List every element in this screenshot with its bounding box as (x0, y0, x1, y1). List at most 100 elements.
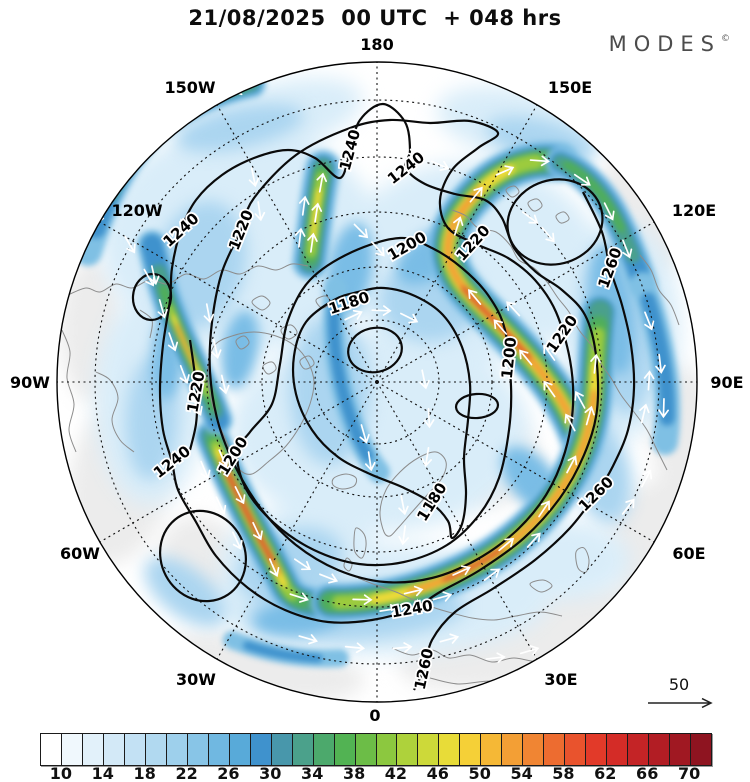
colorbar-cell-1 (61, 734, 83, 765)
coastline (262, 361, 277, 375)
coastline (331, 473, 358, 490)
lon-label-e90: 90E (710, 373, 743, 392)
jet-band-layer-4 (210, 434, 324, 606)
map-boundary-circle (56, 61, 698, 703)
height-contour (413, 191, 636, 691)
coastline (353, 527, 367, 559)
colorbar-tick-label: 22 (175, 764, 198, 782)
jet-streaks (74, 70, 681, 668)
coastline (299, 355, 315, 370)
height-contour (158, 102, 600, 624)
colorbar-tick-label: 38 (342, 764, 366, 782)
colorbar-cell-16 (376, 734, 398, 765)
lon-label-e120: 120E (672, 201, 716, 220)
height-contour (291, 286, 472, 540)
colorbar-tick-label: 30 (259, 764, 282, 782)
colorbar-cell-3 (103, 734, 125, 765)
coastline (235, 335, 250, 350)
coastlines (61, 185, 680, 688)
meridian-line (376, 381, 538, 660)
colorbar-cell-5 (145, 734, 167, 765)
height-contours (131, 102, 636, 691)
jet-band-layer-7 (150, 243, 220, 422)
colorbar-cell-27 (607, 734, 629, 765)
coastline (575, 547, 590, 573)
jet-band-layer-2 (555, 157, 648, 290)
colorbar-tick-label: 54 (510, 764, 533, 782)
height-contour-closed (454, 392, 500, 420)
colorbar-cell-4 (124, 734, 146, 765)
coastline (357, 577, 563, 621)
modes-logo-mark: © (721, 34, 730, 44)
lon-label-w60: 60W (60, 544, 100, 563)
colorbar-cell-23 (523, 734, 545, 765)
colorbar-cell-11 (271, 734, 293, 765)
lon-label-w90: 90W (10, 373, 50, 392)
coastline (639, 254, 680, 326)
colorbar-ticks: 10 14 18 22 26 30 34 38 42 46 50 54 58 62 66 70 (40, 764, 712, 782)
coastline (67, 263, 309, 296)
colorbar-cell-0 (41, 734, 62, 765)
colorbar-tick-label: 18 (133, 764, 156, 782)
colorbar-tick-label: 70 (677, 764, 701, 782)
lon-label-w120: 120W (111, 201, 162, 220)
latitude-circle (151, 156, 603, 608)
coastline (95, 371, 135, 453)
colorbar-tick-label: 58 (552, 764, 575, 782)
colorbar-cell-25 (565, 734, 587, 765)
colorbar (40, 733, 712, 766)
meridian-line (376, 104, 538, 383)
meridian-line (376, 381, 655, 543)
modes-logo: MODES© (609, 32, 730, 56)
map-clip-group (57, 62, 697, 702)
colorbar-tick-label: 14 (91, 764, 114, 782)
lon-label-e30: 30E (544, 670, 577, 689)
height-contour (235, 236, 513, 567)
colorbar-tick-label: 46 (426, 764, 449, 782)
colorbar-tick-label: 42 (384, 764, 408, 782)
colorbar-cell-19 (439, 734, 461, 765)
colorbar-cell-26 (586, 734, 608, 765)
height-contour (188, 339, 199, 451)
lon-label-e60: 60E (672, 544, 705, 563)
height-contour (208, 118, 575, 584)
colorbar-cell-7 (187, 734, 209, 765)
lon-label-w30: 30W (176, 670, 216, 689)
jet-band-layer-3 (635, 277, 675, 450)
colorbar-tick-label: 62 (594, 764, 617, 782)
colorbar-cell-10 (250, 734, 272, 765)
colorbar-cell-17 (397, 734, 419, 765)
latitude-circle (261, 266, 493, 498)
coastline (505, 185, 520, 198)
meridian-line (216, 104, 378, 383)
colorbar-cell-15 (355, 734, 377, 765)
meridian-line (376, 221, 655, 383)
lon-label-deg180: 180 (360, 35, 393, 54)
colorbar-cell-13 (313, 734, 335, 765)
chart-title: 21/08/2025 00 UTC + 048 hrs (188, 6, 562, 30)
colorbar-cell-20 (460, 734, 482, 765)
shading-blob (220, 310, 260, 390)
coastline (529, 579, 553, 593)
meridian-line (216, 381, 378, 660)
coastline (555, 211, 570, 224)
colorbar-cell-9 (229, 734, 251, 765)
coastline (61, 329, 77, 453)
modes-logo-text: MODES (608, 32, 721, 56)
colorbar-cell-12 (292, 734, 314, 765)
colorbar-tick-label: 10 (49, 764, 73, 782)
coastline (251, 295, 271, 311)
shading-blob (230, 332, 530, 532)
jet-band-layer-5 (327, 309, 603, 606)
coastline (451, 209, 668, 471)
reference-vector-label: 50 (669, 675, 689, 694)
reference-vector: 50 (648, 675, 713, 709)
colorbar-cell-24 (544, 734, 566, 765)
colorbar-tick-label: 34 (301, 764, 324, 782)
colorbar-cell-31 (691, 734, 711, 765)
colorbar-tick-label: 26 (217, 764, 240, 782)
height-contour-closed (158, 509, 248, 603)
colorbar-tick-label: 50 (468, 764, 491, 782)
colorbar-cell-28 (628, 734, 650, 765)
